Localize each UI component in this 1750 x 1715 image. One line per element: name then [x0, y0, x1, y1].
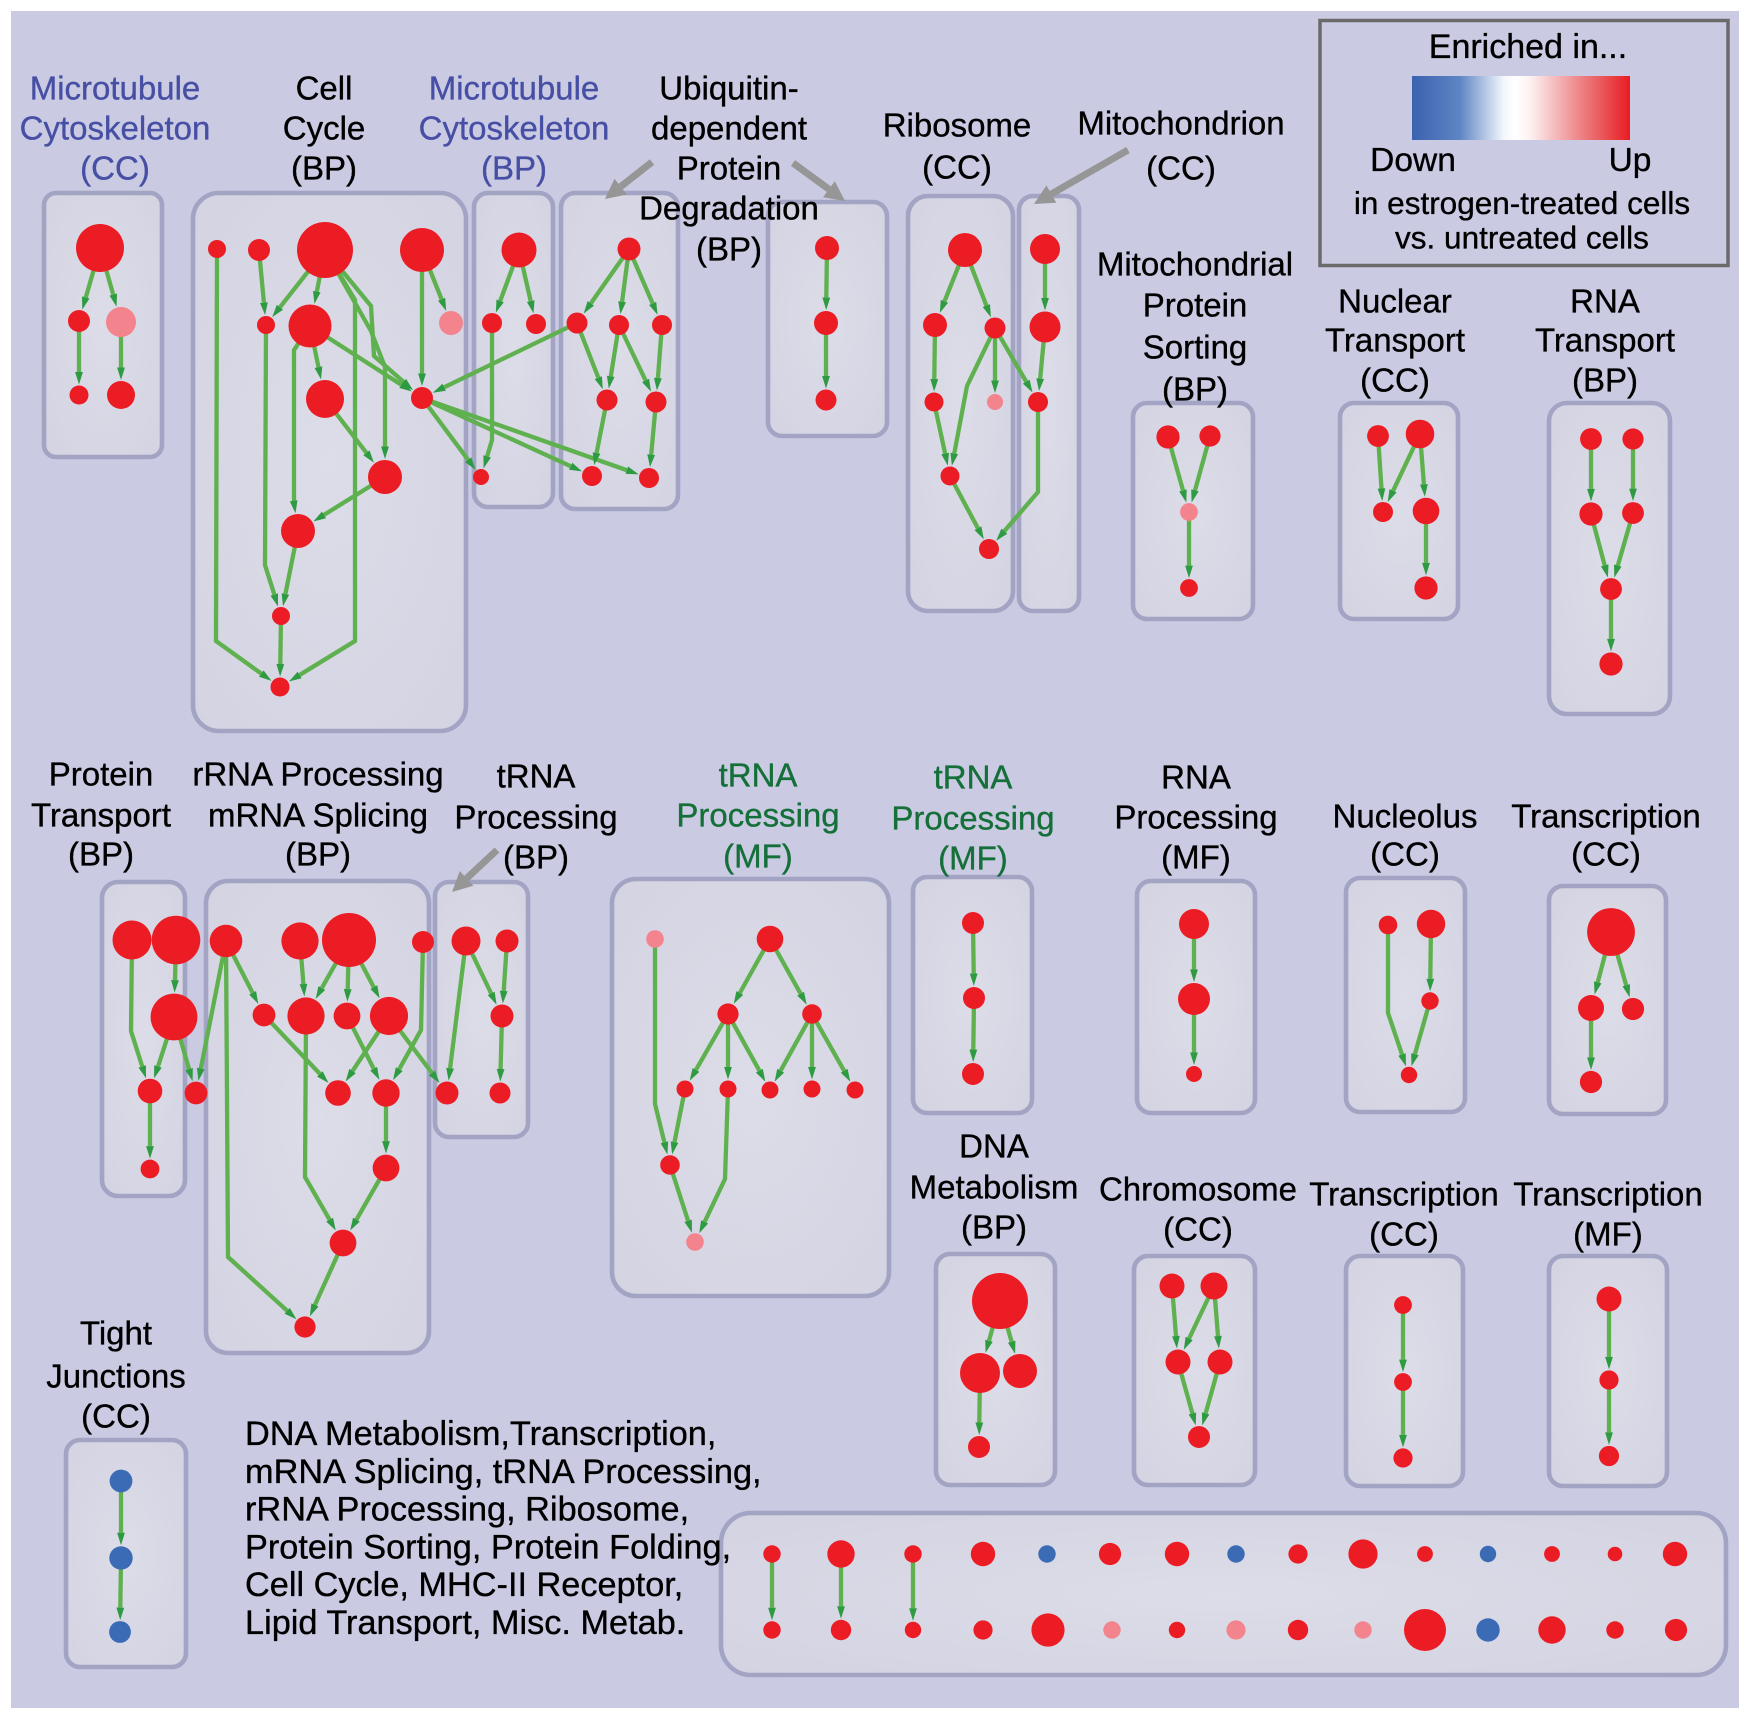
- svg-text:Protein: Protein: [49, 756, 154, 793]
- svg-text:(CC): (CC): [81, 1398, 151, 1435]
- svg-text:Enriched in...: Enriched in...: [1429, 28, 1627, 66]
- svg-text:Transport: Transport: [1325, 322, 1465, 359]
- svg-text:Lipid Transport, Misc. Metab.: Lipid Transport, Misc. Metab.: [245, 1604, 685, 1642]
- svg-text:Cycle: Cycle: [283, 110, 366, 147]
- svg-text:Transcription: Transcription: [1513, 1176, 1703, 1213]
- svg-text:Protein: Protein: [1143, 287, 1248, 324]
- svg-text:(BP): (BP): [481, 150, 547, 187]
- svg-text:(CC): (CC): [1163, 1211, 1233, 1248]
- svg-text:Transcription: Transcription: [1511, 798, 1701, 835]
- svg-text:Sorting: Sorting: [1143, 329, 1248, 366]
- svg-text:Mitochondrion: Mitochondrion: [1077, 105, 1284, 142]
- svg-text:(BP): (BP): [503, 839, 569, 876]
- svg-text:Processing: Processing: [676, 797, 839, 834]
- svg-text:(BP): (BP): [1162, 371, 1228, 408]
- svg-text:Cytoskeleton: Cytoskeleton: [419, 110, 610, 147]
- svg-text:Processing: Processing: [891, 800, 1054, 837]
- svg-text:Ubiquitin-: Ubiquitin-: [659, 70, 798, 107]
- svg-text:(CC): (CC): [1360, 362, 1430, 399]
- svg-text:(BP): (BP): [696, 231, 762, 268]
- svg-text:Nucleolus: Nucleolus: [1333, 798, 1478, 835]
- svg-text:Transcription: Transcription: [1309, 1176, 1499, 1213]
- svg-text:Metabolism: Metabolism: [910, 1169, 1079, 1206]
- svg-text:(CC): (CC): [1369, 1216, 1439, 1253]
- svg-text:(BP): (BP): [285, 836, 351, 873]
- svg-text:(MF): (MF): [723, 838, 793, 875]
- svg-text:Tight: Tight: [80, 1315, 152, 1352]
- svg-text:RNA: RNA: [1570, 283, 1640, 320]
- svg-text:(CC): (CC): [1370, 836, 1440, 873]
- svg-text:Cell: Cell: [296, 70, 353, 107]
- svg-text:RNA: RNA: [1161, 759, 1231, 796]
- svg-text:(CC): (CC): [922, 149, 992, 186]
- svg-text:Transport: Transport: [1535, 322, 1675, 359]
- svg-text:Junctions: Junctions: [46, 1358, 185, 1395]
- svg-text:(BP): (BP): [68, 836, 134, 873]
- svg-text:(BP): (BP): [291, 150, 357, 187]
- svg-text:Up: Up: [1609, 142, 1652, 179]
- svg-text:(CC): (CC): [1146, 150, 1216, 187]
- svg-text:Ribosome: Ribosome: [883, 107, 1032, 144]
- svg-text:rRNA Processing, Ribosome,: rRNA Processing, Ribosome,: [245, 1491, 689, 1529]
- svg-text:Protein: Protein: [677, 150, 782, 187]
- svg-text:(MF): (MF): [1573, 1216, 1643, 1253]
- svg-text:rRNA Processing: rRNA Processing: [192, 756, 443, 793]
- svg-text:Cytoskeleton: Cytoskeleton: [20, 110, 211, 147]
- svg-text:Mitochondrial: Mitochondrial: [1097, 246, 1293, 283]
- svg-text:DNA Metabolism,Transcription,: DNA Metabolism,Transcription,: [245, 1415, 716, 1453]
- svg-text:DNA: DNA: [959, 1128, 1029, 1165]
- svg-text:vs. untreated cells: vs. untreated cells: [1395, 220, 1649, 256]
- svg-text:in estrogen-treated cells: in estrogen-treated cells: [1354, 185, 1690, 221]
- svg-text:Protein Sorting, Protein Foldi: Protein Sorting, Protein Folding,: [245, 1528, 731, 1566]
- svg-text:tRNA: tRNA: [497, 758, 576, 795]
- svg-text:Transport: Transport: [31, 797, 171, 834]
- svg-text:(MF): (MF): [1161, 839, 1231, 876]
- svg-text:Cell Cycle, MHC-II Receptor,: Cell Cycle, MHC-II Receptor,: [245, 1566, 683, 1604]
- svg-text:mRNA Splicing, tRNA Processing: mRNA Splicing, tRNA Processing,: [245, 1453, 762, 1491]
- svg-text:Microtubule: Microtubule: [429, 70, 600, 107]
- svg-text:Down: Down: [1370, 142, 1456, 179]
- svg-text:Microtubule: Microtubule: [30, 70, 201, 107]
- svg-text:(CC): (CC): [1571, 836, 1641, 873]
- svg-text:Chromosome: Chromosome: [1099, 1171, 1297, 1208]
- svg-text:(BP): (BP): [961, 1209, 1027, 1246]
- svg-text:mRNA Splicing: mRNA Splicing: [208, 797, 428, 834]
- svg-text:Degradation: Degradation: [639, 190, 819, 227]
- svg-text:Processing: Processing: [454, 799, 617, 836]
- svg-text:tRNA: tRNA: [719, 757, 798, 794]
- svg-text:Nuclear: Nuclear: [1338, 283, 1452, 320]
- svg-text:dependent: dependent: [651, 110, 807, 147]
- svg-text:(CC): (CC): [80, 150, 150, 187]
- svg-text:Processing: Processing: [1114, 799, 1277, 836]
- svg-text:tRNA: tRNA: [934, 759, 1013, 796]
- svg-text:(MF): (MF): [938, 840, 1008, 877]
- svg-text:(BP): (BP): [1572, 362, 1638, 399]
